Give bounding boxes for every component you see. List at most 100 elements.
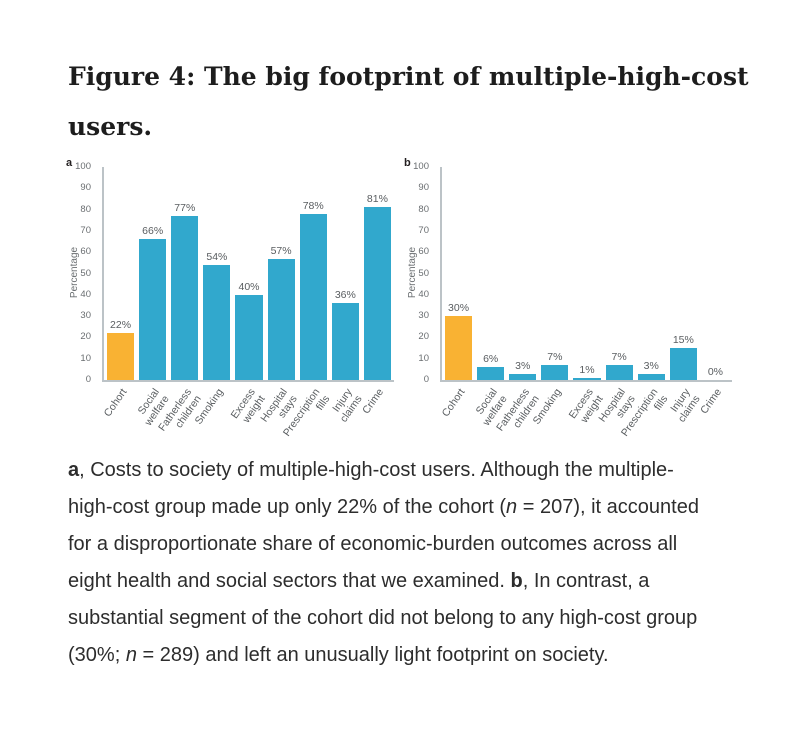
bar-slot: 0% Crime [699, 167, 729, 416]
caption-line: a, Costs to society of multiple-high-cos… [68, 452, 699, 489]
y-tick-label: 70 [418, 224, 429, 236]
y-tick-label: 0 [85, 374, 91, 385]
bar-slot: 66% Social welfare [135, 167, 171, 427]
x-category-label: Injury claims [329, 386, 364, 425]
bar-value-label: 22% [110, 319, 132, 332]
y-tick-label: 80 [418, 203, 429, 215]
caption-text: , In contrast, a [522, 570, 650, 592]
caption-text: eight health and social sectors that we … [68, 570, 511, 592]
bar [605, 365, 633, 380]
y-tick-label: 10 [80, 352, 91, 364]
bar-slot: 22% Cohort [102, 167, 135, 419]
caption-line: high-cost group made up only 22% of the … [68, 489, 699, 526]
bar [107, 333, 135, 380]
bar-slot: 57% Hospital stays [259, 167, 300, 425]
bar-slot: 30% Cohort [440, 167, 473, 419]
bar-slot: 7% Hospital stays [597, 167, 638, 424]
bar-slot: 7% Smoking [531, 167, 569, 427]
bar-value-label: 36% [334, 289, 356, 302]
bar-value-label: 78% [302, 199, 324, 212]
bar-slot: 54% Smoking [193, 167, 231, 427]
bar-slot: 3% Fatherless children [494, 167, 542, 434]
x-category-label: Cohort [101, 386, 130, 420]
bar [203, 264, 231, 380]
bar [445, 316, 473, 380]
bar-value-label: 54% [206, 250, 228, 263]
bar [669, 348, 697, 380]
bar-series: 30% Cohort 6% Social welfare 3% Fatherless ch… [440, 167, 732, 439]
plot-area: 22% Cohort 66% Social welfare 77% Fatherless … [102, 167, 394, 439]
figure-title: Figure 4: The big footprint of multiple-… [68, 52, 749, 152]
y-tick-label: 30 [80, 310, 91, 322]
bar-slot: 77% Fatherless children [156, 167, 204, 433]
bar [573, 377, 601, 380]
bar-value-label: 66% [142, 225, 164, 238]
y-tick-label: 30 [418, 310, 429, 322]
caption: a, Costs to society of multiple-high-cos… [68, 452, 699, 674]
bar-value-label: 7% [547, 351, 563, 364]
bar-value-label: 3% [515, 359, 531, 372]
bar-slot: 36% Injury claims [330, 167, 364, 424]
caption-text: = 207), it accounted [517, 496, 699, 518]
caption-line: eight health and social sectors that we … [68, 563, 699, 600]
bar-value-label: 30% [448, 302, 470, 315]
bar-value-label: 3% [643, 359, 659, 372]
bar-value-label: 81% [366, 193, 388, 206]
bar [139, 239, 167, 380]
caption-text: = 289) and left an unusually light footp… [136, 644, 609, 666]
y-tick-label: 20 [80, 331, 91, 343]
figure-title-line-1: Figure 4: The big footprint of multiple-… [68, 62, 749, 91]
bar [509, 373, 537, 380]
bar-slot: 78% Prescription fills [281, 167, 332, 439]
y-tick-label: 60 [80, 246, 91, 258]
bar-slot: 15% Injury claims [668, 167, 702, 424]
bar [267, 258, 295, 380]
bar-value-label: 0% [707, 366, 724, 378]
y-tick-label: 70 [80, 224, 91, 236]
y-tick-label: 0 [423, 374, 429, 385]
x-category-label: Cohort [439, 386, 468, 420]
y-tick-label: 80 [80, 203, 91, 215]
y-tick-label: 40 [418, 288, 429, 300]
bar-slot: 1% Excess weight [567, 167, 606, 425]
y-axis: 0 10 20 30 40 50 60 70 80 90 100 [398, 161, 434, 385]
caption-text: (30%; [68, 644, 126, 666]
figure-title-line-2: users. [68, 112, 153, 141]
plot-area: 30% Cohort 6% Social welfare 3% Fatherless ch… [440, 167, 732, 439]
bar-value-label: 1% [579, 363, 595, 376]
bar-value-label: 40% [238, 280, 260, 293]
caption-text: b [510, 570, 523, 592]
panel-letter: b [404, 157, 411, 169]
y-tick-label: 90 [418, 182, 429, 194]
y-axis: 0 10 20 30 40 50 60 70 80 90 100 [60, 161, 96, 385]
bar-series: 22% Cohort 66% Social welfare 77% Fatherless … [102, 167, 394, 439]
y-tick-label: 50 [418, 267, 429, 279]
y-tick-label: 20 [418, 331, 429, 343]
bar [171, 216, 199, 380]
y-tick-label: 50 [80, 267, 91, 279]
y-tick-label: 100 [413, 161, 429, 172]
bar [299, 213, 327, 380]
bar [637, 373, 665, 380]
bar-value-label: 77% [174, 202, 196, 214]
x-category-label: Injury claims [667, 386, 702, 425]
caption-text: for a disproportionate share of economic… [68, 533, 678, 555]
y-tick-label: 100 [75, 161, 91, 172]
bar [331, 303, 359, 380]
bar-value-label: 57% [270, 244, 292, 257]
bar-value-label: 7% [611, 351, 627, 364]
x-category-label: Excess weight [566, 386, 606, 425]
x-category-label: Crime [360, 386, 387, 417]
caption-text: , Costs to society of multiple-high-cost… [79, 459, 674, 481]
y-tick-label: 10 [418, 352, 429, 364]
y-tick-label: 90 [80, 182, 91, 194]
bar [477, 367, 505, 380]
caption-text: substantial segment of the cohort did no… [68, 607, 698, 629]
panel-letter: a [66, 157, 73, 169]
bar-slot: 81% Crime [361, 167, 391, 416]
bar [541, 365, 569, 380]
x-category-label: Crime [698, 386, 725, 417]
bar-slot: 3% Prescription fills [619, 167, 670, 439]
chart-panel-b: b Percentage 0 10 20 30 40 50 60 70 80 90 100 30% C… [398, 152, 738, 447]
bar-slot: 40% Excess weight [229, 167, 268, 425]
